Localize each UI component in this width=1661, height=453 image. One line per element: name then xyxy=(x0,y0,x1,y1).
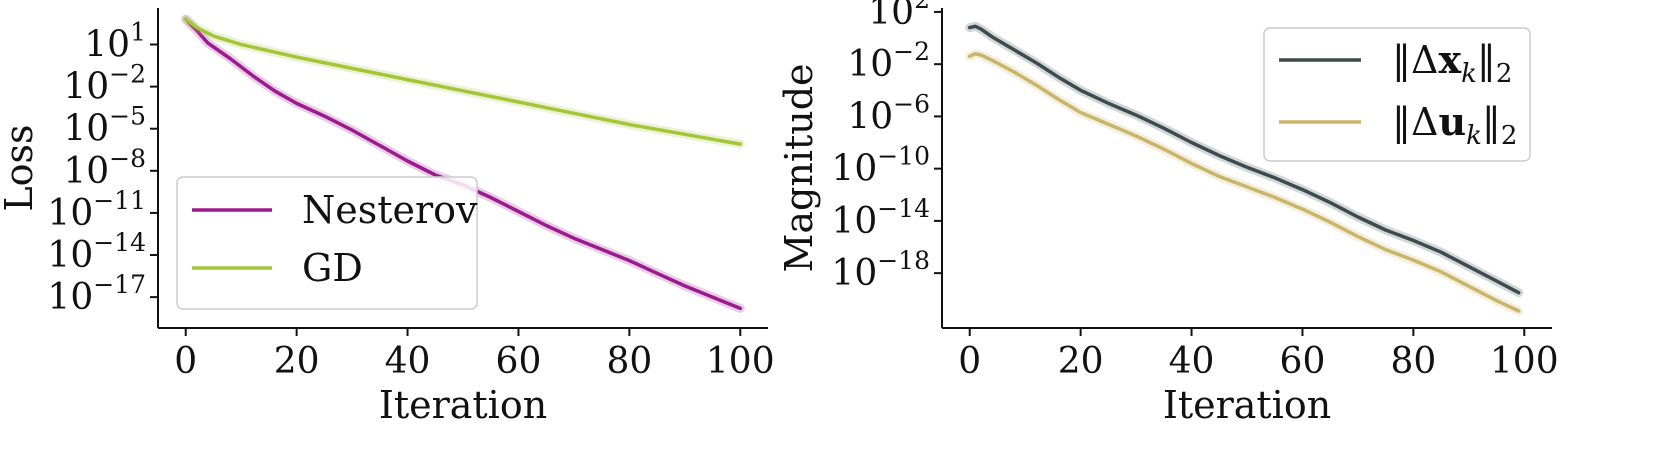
y-tick-label: 10−10 xyxy=(831,142,930,190)
legend-label: Nesterov xyxy=(302,188,478,232)
x-tick-label: 20 xyxy=(274,341,320,382)
y-axis-label: Magnitude xyxy=(777,63,821,272)
y-tick-label: 10−2 xyxy=(63,60,146,108)
y-tick-label: 10−8 xyxy=(63,144,146,192)
x-tick-label: 100 xyxy=(706,341,775,382)
x-tick-label: 0 xyxy=(174,341,197,382)
y-tick-label: 10−17 xyxy=(47,270,146,318)
x-tick-label: 80 xyxy=(606,341,652,382)
legend: Nesterov GD xyxy=(176,176,478,310)
legend-label: GD xyxy=(302,246,363,290)
x-tick-label: 60 xyxy=(1280,341,1326,382)
y-tick-label: 10−11 xyxy=(47,186,146,234)
x-tick-label: 80 xyxy=(1390,341,1436,382)
series-line-0 xyxy=(967,24,1521,295)
x-tick-label: 100 xyxy=(1490,341,1559,382)
legend: ‖Δxk‖2 ‖Δuk‖2 xyxy=(1263,27,1531,162)
loss-panel: 0 20 40 60 80 100 10110−210−510−810−1110−1410−… xyxy=(0,8,775,427)
y-tick-label: 10−5 xyxy=(63,102,146,150)
y-tick-label: 10−14 xyxy=(47,228,146,276)
y-tick-label: 101 xyxy=(84,17,146,65)
y-tick-label: 102 xyxy=(868,0,930,33)
y-tick-label: 10−18 xyxy=(831,246,930,294)
y-tick-label: 10−6 xyxy=(847,89,930,137)
y-tick-label: 10−2 xyxy=(847,37,930,85)
y-axis-label: Loss xyxy=(0,124,41,211)
series-line-0 xyxy=(183,17,743,311)
x-tick-label: 40 xyxy=(385,341,431,382)
x-tick-label: 20 xyxy=(1058,341,1104,382)
x-tick-label: 0 xyxy=(958,341,981,382)
series-line-1 xyxy=(967,51,1521,313)
legend-label: ‖Δxk‖2 xyxy=(1392,37,1512,89)
x-tick-label: 40 xyxy=(1169,341,1215,382)
legend-label: ‖Δuk‖2 xyxy=(1392,99,1517,151)
series-line-1 xyxy=(183,17,743,146)
x-tick-label: 60 xyxy=(496,341,542,382)
x-axis-label: Iteration xyxy=(379,383,547,427)
y-tick-label: 10−14 xyxy=(831,194,930,242)
x-axis-label: Iteration xyxy=(1163,383,1331,427)
